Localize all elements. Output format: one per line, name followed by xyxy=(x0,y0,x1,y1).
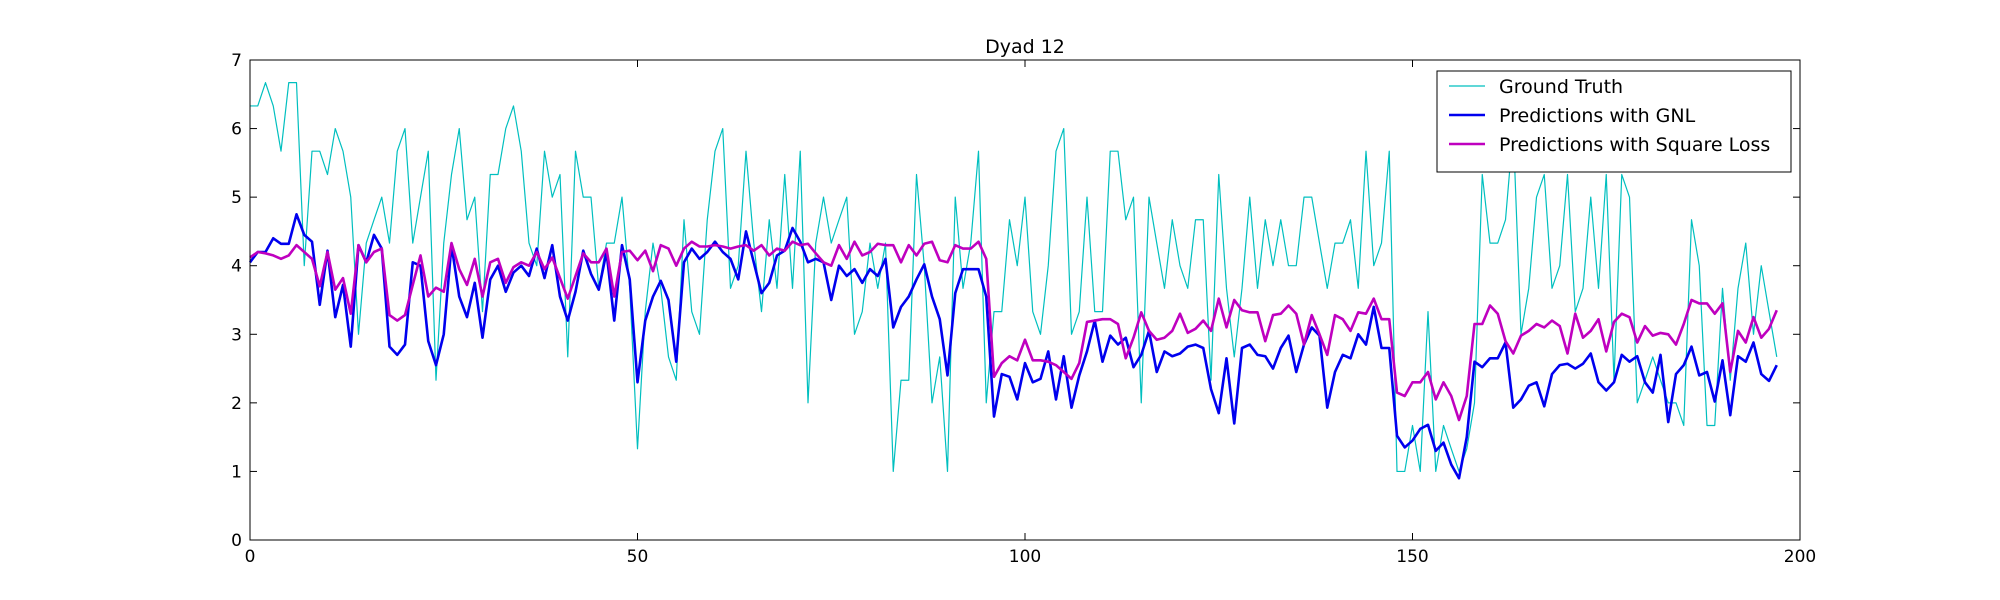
legend-label-3: Predictions with Square Loss xyxy=(1499,134,1770,156)
y-tick-label: 6 xyxy=(231,120,242,140)
legend-box xyxy=(1436,70,1792,173)
x-tick-label: 50 xyxy=(627,547,649,567)
series-layer xyxy=(248,82,1778,480)
y-tick-label: 4 xyxy=(231,257,242,277)
x-tick-label: 0 xyxy=(245,547,256,567)
legend: Ground Truth Predictions with GNL Predicti… xyxy=(1436,70,1792,173)
y-tick-label: 2 xyxy=(231,394,242,414)
y-tick-label: 7 xyxy=(231,51,242,71)
series-line-1 xyxy=(250,82,1778,473)
chart-title: Dyad 12 xyxy=(985,36,1065,58)
y-tick-label: 1 xyxy=(231,462,242,482)
y-tick-label: 0 xyxy=(231,531,242,551)
x-tick-label: 100 xyxy=(1009,547,1041,567)
x-tick-label: 150 xyxy=(1396,547,1428,567)
legend-label-2: Predictions with GNL xyxy=(1499,105,1696,127)
legend-label-1: Ground Truth xyxy=(1499,76,1623,98)
series-line-3 xyxy=(249,240,1778,422)
y-tick-label: 5 xyxy=(231,188,242,208)
y-tick-label: 3 xyxy=(231,325,242,345)
axes-layer: 0 50 100 150 200 0 1 2 3 4 5 6 7 xyxy=(231,51,1816,567)
series-line-2 xyxy=(248,212,1778,480)
x-tick-label: 200 xyxy=(1784,547,1816,567)
